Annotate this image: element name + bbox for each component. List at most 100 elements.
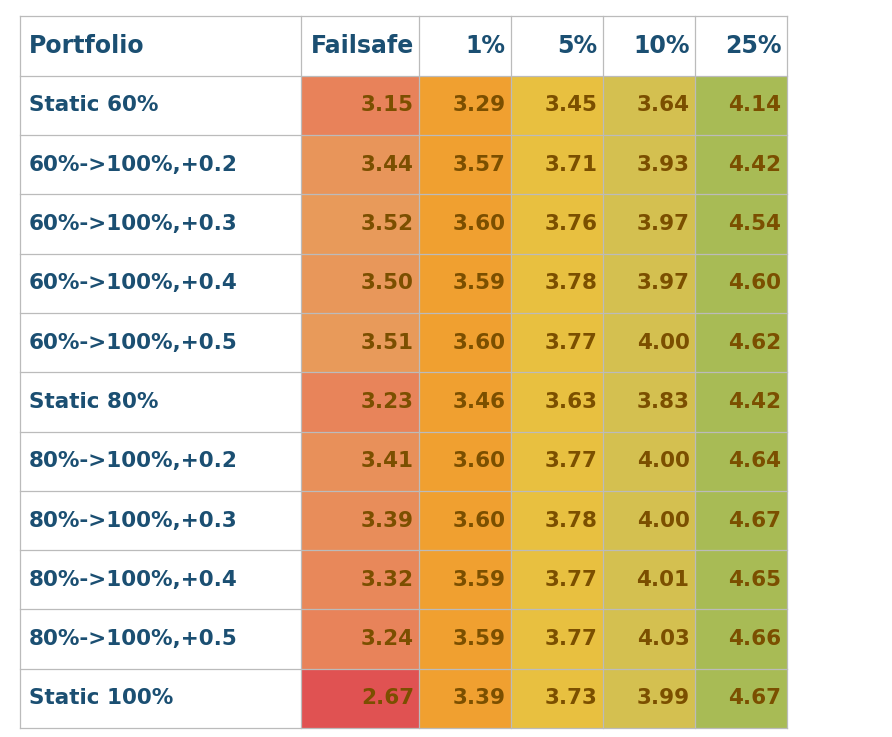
Text: 3.15: 3.15 [361,95,414,115]
Bar [301,669,419,728]
Bar [511,313,603,372]
Bar [511,550,603,609]
Bar [603,195,695,254]
Text: 60%->100%,+0.5: 60%->100%,+0.5 [29,332,237,352]
Bar [301,313,419,372]
Text: 4.67: 4.67 [729,688,781,708]
Bar [20,609,301,669]
Text: 3.51: 3.51 [361,332,414,352]
Text: 25%: 25% [725,34,781,58]
Text: 3.73: 3.73 [545,688,598,708]
Bar [695,609,787,669]
Bar [301,550,419,609]
Text: 3.93: 3.93 [637,155,690,175]
Bar [695,313,787,372]
Text: 3.78: 3.78 [545,511,598,531]
Bar [20,254,301,313]
Text: 3.71: 3.71 [545,155,598,175]
Bar [301,76,419,135]
Text: 3.24: 3.24 [361,629,414,649]
Text: 4.54: 4.54 [729,214,781,234]
Text: 3.99: 3.99 [636,688,690,708]
Bar [20,669,301,728]
Text: 3.59: 3.59 [453,629,506,649]
Text: 3.60: 3.60 [453,511,506,531]
Text: Static 100%: Static 100% [29,688,173,708]
Bar [301,609,419,669]
Text: 4.65: 4.65 [729,570,781,590]
Bar [301,135,419,195]
Bar [419,609,511,669]
Bar [603,254,695,313]
Text: 60%->100%,+0.2: 60%->100%,+0.2 [29,155,237,175]
Bar [511,491,603,550]
Text: 3.76: 3.76 [545,214,598,234]
Text: 3.44: 3.44 [361,155,414,175]
Text: 3.60: 3.60 [453,451,506,471]
Text: 80%->100%,+0.3: 80%->100%,+0.3 [29,511,237,531]
Bar [20,76,301,135]
Text: 3.45: 3.45 [545,95,598,115]
Text: 3.39: 3.39 [361,511,414,531]
Text: 4.00: 4.00 [637,332,690,352]
Bar [20,491,301,550]
Bar [695,372,787,432]
Bar [301,372,419,432]
Text: 3.77: 3.77 [545,332,598,352]
Bar [301,16,419,76]
Bar [419,195,511,254]
Bar [695,254,787,313]
Text: 2.67: 2.67 [360,688,414,708]
Text: 3.97: 3.97 [637,273,690,293]
Bar [695,491,787,550]
Text: 5%: 5% [558,34,598,58]
Bar [301,432,419,491]
Bar [511,135,603,195]
Text: Portfolio: Portfolio [29,34,145,58]
Bar [511,76,603,135]
Bar [695,669,787,728]
Text: 4.60: 4.60 [729,273,781,293]
Bar [603,609,695,669]
Bar [603,491,695,550]
Text: 3.50: 3.50 [361,273,414,293]
Bar [511,254,603,313]
Bar [511,195,603,254]
Text: 60%->100%,+0.3: 60%->100%,+0.3 [29,214,237,234]
Bar [419,254,511,313]
Text: 3.97: 3.97 [637,214,690,234]
Text: 3.57: 3.57 [453,155,506,175]
Text: 3.41: 3.41 [361,451,414,471]
Bar [695,432,787,491]
Text: 3.60: 3.60 [453,332,506,352]
Bar [603,76,695,135]
Bar [20,16,301,76]
Text: 3.59: 3.59 [453,273,506,293]
Text: 4.03: 4.03 [637,629,690,649]
Bar [695,550,787,609]
Text: 3.60: 3.60 [453,214,506,234]
Bar [419,432,511,491]
Bar [603,313,695,372]
Text: 3.78: 3.78 [545,273,598,293]
Text: 3.59: 3.59 [453,570,506,590]
Text: 3.63: 3.63 [545,392,598,412]
Text: 1%: 1% [466,34,506,58]
Bar [603,550,695,609]
Bar [603,135,695,195]
Text: 3.46: 3.46 [453,392,506,412]
Text: 60%->100%,+0.4: 60%->100%,+0.4 [29,273,237,293]
Text: Static 80%: Static 80% [29,392,158,412]
Bar [695,76,787,135]
Bar [301,491,419,550]
Text: 4.00: 4.00 [637,511,690,531]
Text: 4.66: 4.66 [728,629,781,649]
Text: 4.01: 4.01 [637,570,690,590]
Bar [419,372,511,432]
Text: 4.42: 4.42 [729,392,781,412]
Text: 3.77: 3.77 [545,451,598,471]
Text: 80%->100%,+0.5: 80%->100%,+0.5 [29,629,237,649]
Bar [20,372,301,432]
Bar [511,609,603,669]
Text: 10%: 10% [633,34,690,58]
